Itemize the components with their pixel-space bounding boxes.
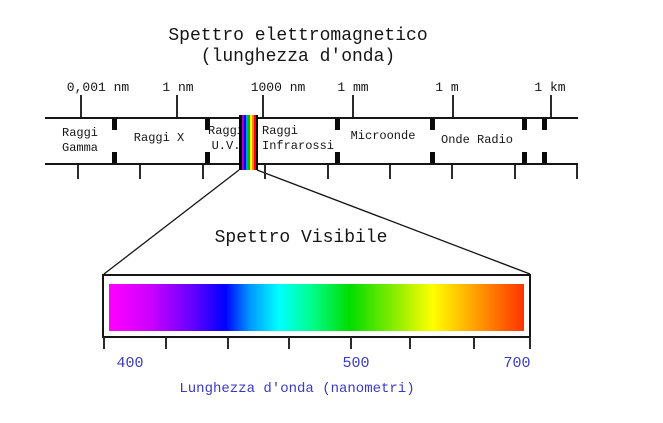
- band-label-text: Raggi X: [133, 131, 185, 145]
- band-separator-tick: [522, 119, 527, 130]
- band-label-text: Infrarossi: [262, 139, 335, 153]
- tick-mark: [139, 165, 141, 179]
- band-separator-tick: [522, 152, 527, 163]
- tick-mark: [176, 95, 178, 117]
- band-label-text: Onde Radio: [440, 133, 514, 147]
- tick-mark: [514, 165, 516, 179]
- band-label-onde-radio: Onde Radio: [441, 133, 513, 148]
- tick-mark: [165, 337, 167, 349]
- band-separator-tick: [335, 152, 340, 163]
- mini-strip-stripe: [241, 115, 244, 170]
- band-label-text: Microonde: [350, 129, 416, 143]
- wavelength-scale-label: 1 mm: [337, 80, 369, 95]
- tick-mark: [80, 95, 82, 117]
- wavelength-axis-caption: Lunghezza d'onda (nanometri): [179, 381, 415, 397]
- band-separator-tick: [335, 119, 340, 130]
- band-separator-tick: [542, 119, 547, 130]
- visible-spectrum-gradient: [109, 284, 524, 331]
- band-separator-tick: [205, 152, 210, 163]
- tick-mark: [103, 337, 105, 349]
- tick-mark: [264, 165, 266, 179]
- band-label-raggi-infrarossi: Raggi Infrarossi: [262, 124, 334, 154]
- mini-strip-stripe: [239, 115, 242, 170]
- band-separator-tick: [205, 119, 210, 130]
- tick-mark: [202, 165, 204, 179]
- tick-mark: [352, 95, 354, 117]
- tick-mark: [227, 337, 229, 349]
- axis-tick-label-500: 500: [342, 355, 370, 372]
- wavelength-scale-label: 1 km: [534, 80, 566, 95]
- mini-strip-stripe: [243, 115, 246, 170]
- visible-spectrum-title: Spettro Visibile: [214, 228, 388, 248]
- wavelength-scale-label: 1 nm: [162, 80, 194, 95]
- tick-mark: [350, 337, 352, 349]
- wavelength-scale-label: 1 m: [435, 80, 459, 95]
- band-separator-tick: [430, 152, 435, 163]
- band-label-microonde: Microonde: [351, 129, 416, 144]
- band-separator-tick: [112, 119, 117, 130]
- mini-strip-stripe: [245, 115, 248, 170]
- wavelength-scale-label: 1000 nm: [250, 80, 306, 95]
- tick-mark: [409, 337, 411, 349]
- band-label-raggi-gamma: Raggi Gamma: [62, 126, 98, 156]
- figure-title-line1: Spettro elettromagnetico: [168, 26, 428, 46]
- visible-spectrum-box: [102, 274, 531, 338]
- mini-strip-stripe: [249, 115, 252, 170]
- band-separator-tick: [112, 152, 117, 163]
- tick-mark: [576, 165, 578, 179]
- wavelength-scale-label: 0,001 nm: [66, 80, 130, 95]
- axis-tick-label-400: 400: [116, 355, 144, 372]
- em-spectrum-band: [45, 117, 578, 165]
- axis-tick-label-700: 700: [503, 355, 531, 372]
- band-label-raggi-uv: Raggi U.V.: [208, 124, 244, 154]
- band-label-raggi-x: Raggi X: [134, 131, 184, 146]
- tick-mark: [327, 165, 329, 179]
- tick-mark: [452, 95, 454, 117]
- mini-strip-stripe: [247, 115, 250, 170]
- tick-mark: [77, 165, 79, 179]
- visible-light-mini-strip: [239, 115, 258, 170]
- band-label-text: Gamma: [62, 141, 99, 155]
- mini-strip-stripe: [251, 115, 254, 170]
- band-separator-tick: [542, 152, 547, 163]
- tick-mark: [288, 337, 290, 349]
- band-separator-tick: [430, 119, 435, 130]
- mini-strip-stripe: [255, 115, 258, 170]
- band-label-text: Raggi: [262, 124, 299, 138]
- mini-strip-stripe: [253, 115, 256, 170]
- band-label-text: Raggi: [62, 126, 99, 140]
- tick-mark: [550, 95, 552, 117]
- tick-mark: [451, 165, 453, 179]
- figure-title-line2: (lunghezza d'onda): [200, 47, 396, 67]
- tick-mark: [389, 165, 391, 179]
- band-label-text: Raggi: [207, 124, 245, 138]
- tick-mark: [529, 337, 531, 349]
- band-label-text: U.V.: [211, 139, 241, 153]
- tick-mark: [473, 337, 475, 349]
- tick-mark: [262, 95, 264, 117]
